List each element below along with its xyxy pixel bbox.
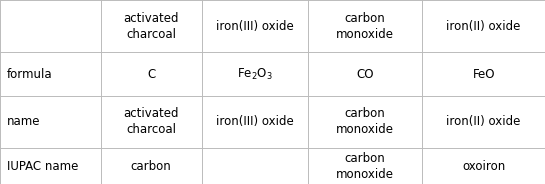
Text: CO: CO (356, 68, 374, 81)
Text: name: name (7, 115, 40, 128)
Text: iron(II) oxide: iron(II) oxide (446, 20, 521, 33)
Text: FeO: FeO (473, 68, 495, 81)
Text: iron(III) oxide: iron(III) oxide (216, 20, 294, 33)
Text: oxoiron: oxoiron (462, 160, 505, 173)
Text: C: C (147, 68, 155, 81)
Text: Fe$_2$O$_3$: Fe$_2$O$_3$ (237, 66, 272, 82)
Text: activated
charcoal: activated charcoal (124, 12, 179, 41)
Text: iron(III) oxide: iron(III) oxide (216, 115, 294, 128)
Text: carbon
monoxide: carbon monoxide (336, 152, 394, 181)
Text: carbon
monoxide: carbon monoxide (336, 12, 394, 41)
Text: formula: formula (7, 68, 52, 81)
Text: IUPAC name: IUPAC name (7, 160, 78, 173)
Text: activated
charcoal: activated charcoal (124, 107, 179, 136)
Text: carbon: carbon (131, 160, 172, 173)
Text: carbon
monoxide: carbon monoxide (336, 107, 394, 136)
Text: iron(II) oxide: iron(II) oxide (446, 115, 521, 128)
